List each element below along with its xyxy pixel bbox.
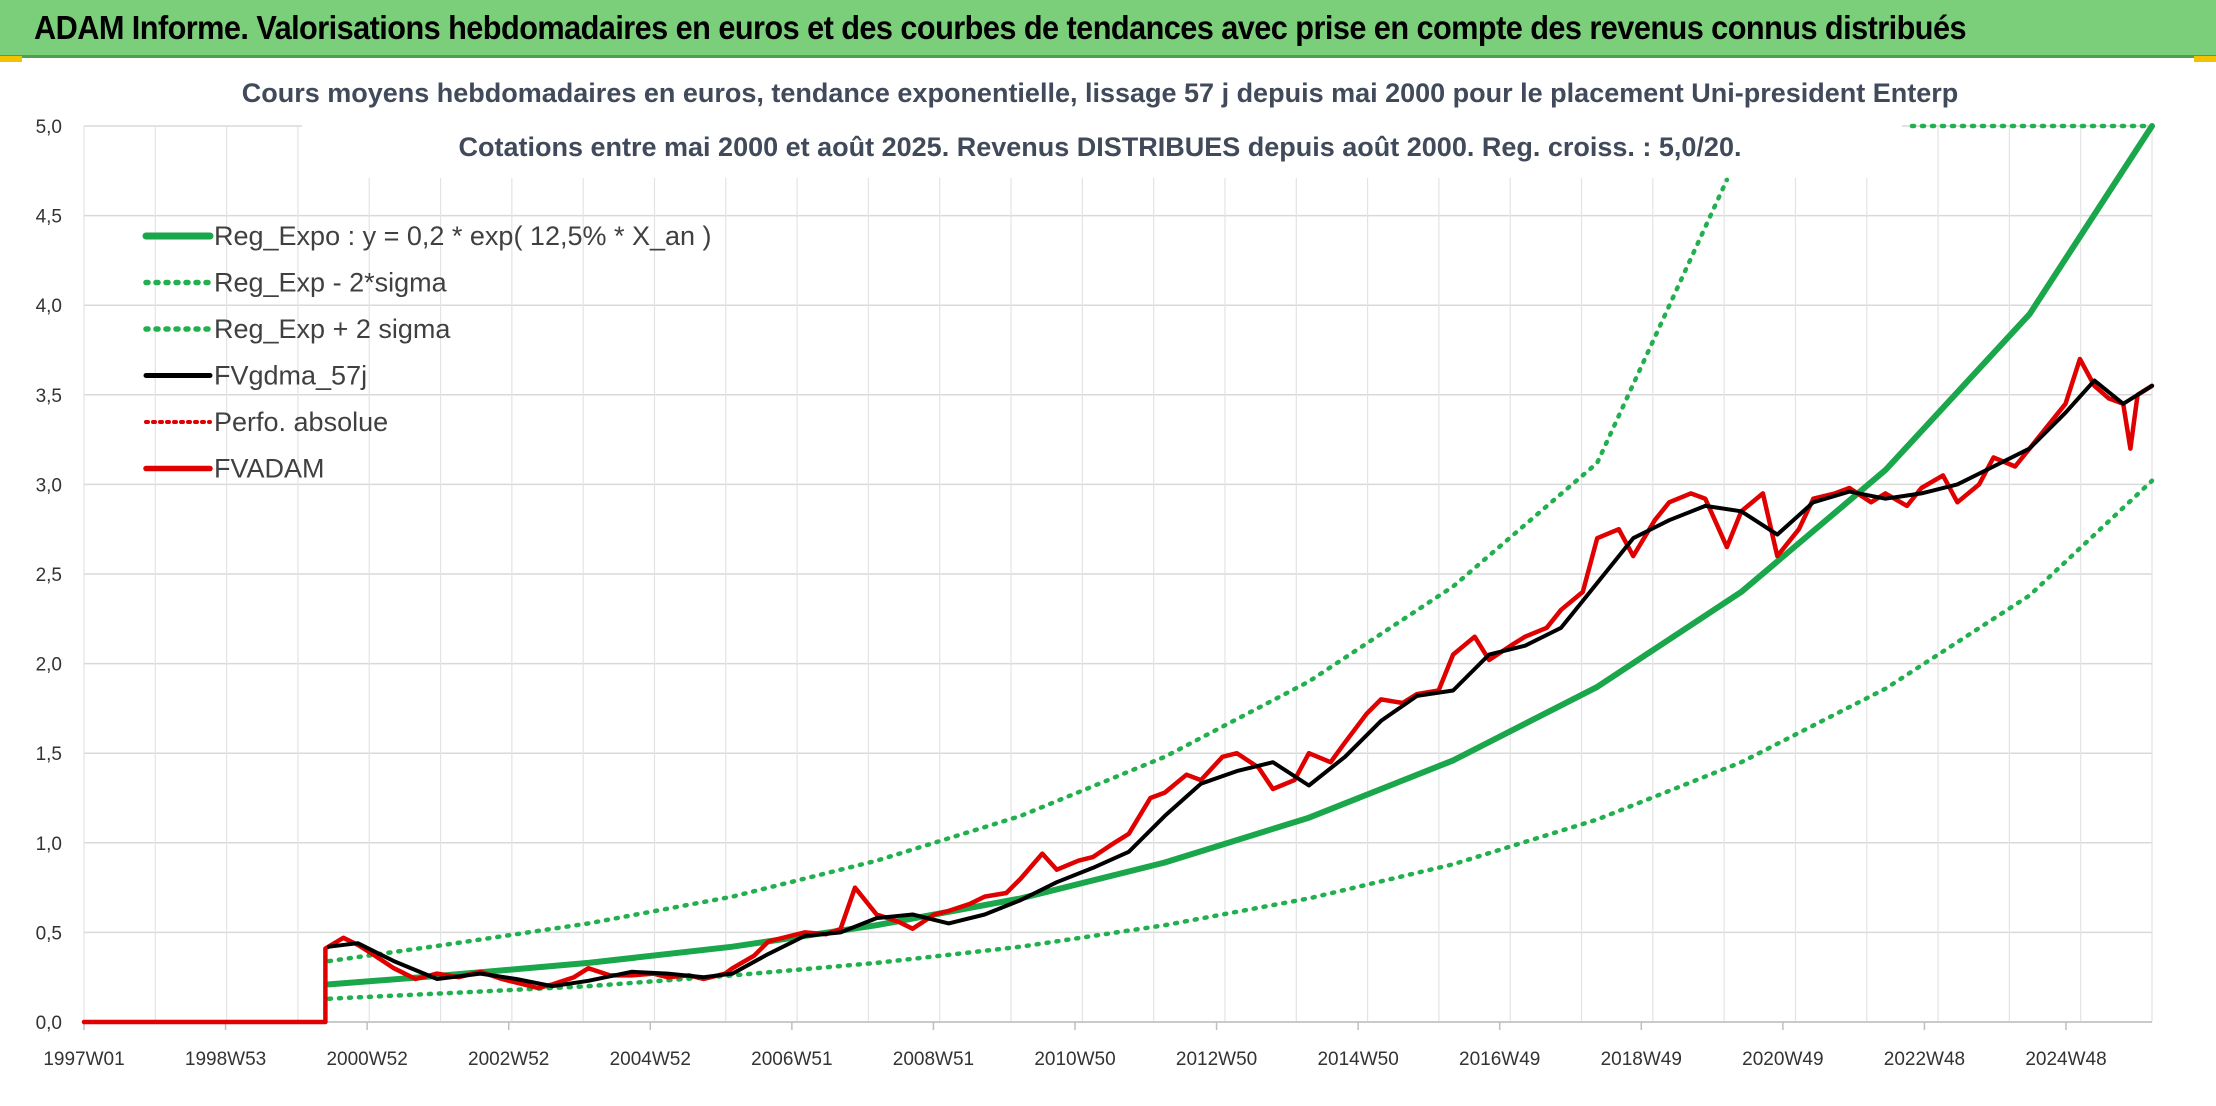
y-tick-label: 2,0	[36, 655, 62, 676]
x-tick-label: 2010W50	[1034, 1049, 1115, 1070]
chart-title: Cours moyens hebdomadaires en euros, ten…	[242, 78, 1959, 108]
line-chart: 0,0 0,5 1,0 1,5 2,0 2,5 3,0 3,5 4,0 4,5 5,0 1997W01…	[36, 58, 2155, 1070]
title-background	[302, 58, 1902, 178]
y-tick-label: 4,5	[36, 207, 62, 228]
chart-subtitle: Cotations entre mai 2000 et août 2025. R…	[459, 132, 1742, 162]
legend-label: Reg_Expo : y = 0,2 * exp( 12,5% * X_an )	[214, 221, 712, 251]
x-tick-label: 2024W48	[2025, 1049, 2106, 1070]
x-tick-label: 2018W49	[1601, 1049, 1682, 1070]
corner-marker	[2194, 56, 2216, 62]
x-tick-label: 1997W01	[43, 1049, 124, 1070]
x-tick-label: 2016W49	[1459, 1049, 1540, 1070]
chart-area: 0,0 0,5 1,0 1,5 2,0 2,5 3,0 3,5 4,0 4,5 5,0 1997W01…	[0, 58, 2216, 1106]
y-tick-label: 0,0	[36, 1013, 62, 1034]
report-title: ADAM Informe. Valorisations hebdomadaire…	[34, 9, 1967, 46]
y-tick-label: 2,5	[36, 565, 62, 586]
x-tick-label: 2000W52	[326, 1049, 407, 1070]
x-tick-label: 2008W51	[893, 1049, 974, 1070]
x-tick-label: 2022W48	[1884, 1049, 1965, 1070]
series-line	[326, 478, 2155, 1001]
y-tick-label: 1,5	[36, 744, 62, 765]
x-tick-label: 1998W53	[185, 1049, 266, 1070]
x-tick-label: 2002W52	[468, 1049, 549, 1070]
y-tick-label: 1,0	[36, 834, 62, 855]
legend-label: Reg_Exp + 2 sigma	[214, 314, 451, 344]
x-tick-label: 2006W51	[751, 1049, 832, 1070]
y-tick-label: 5,0	[36, 117, 62, 138]
series-line	[327, 378, 2154, 989]
legend-label: Perfo. absolue	[214, 407, 388, 437]
y-tick-label: 4,0	[36, 296, 62, 317]
x-tick-label: 2020W49	[1742, 1049, 1823, 1070]
y-tick-label: 3,5	[36, 386, 62, 407]
y-tick-label: 3,0	[36, 475, 62, 496]
corner-marker	[0, 56, 22, 62]
series-line	[326, 123, 2155, 988]
legend-label: Reg_Exp - 2*sigma	[214, 268, 448, 298]
series-line	[326, 177, 1730, 964]
x-tick-label: 2012W50	[1176, 1049, 1257, 1070]
legend-label: FVgdma_57j	[214, 361, 367, 391]
legend-label: FVADAM	[214, 454, 325, 484]
x-tick-label: 2004W52	[610, 1049, 691, 1070]
y-tick-label: 0,5	[36, 923, 62, 944]
x-tick-label: 2014W50	[1317, 1049, 1398, 1070]
report-header: ADAM Informe. Valorisations hebdomadaire…	[0, 0, 2216, 58]
